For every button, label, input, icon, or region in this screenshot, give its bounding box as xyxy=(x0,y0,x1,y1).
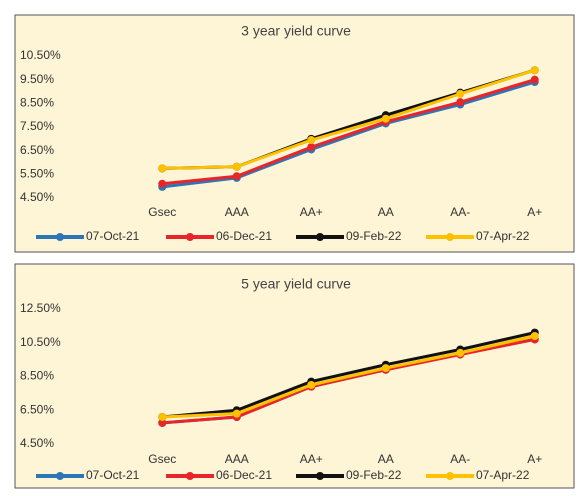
series-line xyxy=(162,331,536,419)
legend-marker xyxy=(186,233,194,241)
legend-marker xyxy=(186,472,194,480)
y-tick-label: 9.50% xyxy=(20,72,54,86)
legend-label: 06-Dec-21 xyxy=(216,468,272,482)
point xyxy=(456,348,465,357)
legend-marker xyxy=(316,472,324,480)
point xyxy=(381,364,390,373)
point xyxy=(530,75,539,84)
panel xyxy=(14,263,575,489)
x-tick-label: AAA xyxy=(225,452,249,466)
y-tick-label: 12.50% xyxy=(20,301,61,315)
y-tick-label: 7.50% xyxy=(20,119,54,133)
point xyxy=(307,143,316,152)
legend-label: 09-Feb-22 xyxy=(346,468,402,482)
y-tick-label: 6.50% xyxy=(20,402,54,416)
y-tick-label: 4.50% xyxy=(20,436,54,450)
point xyxy=(158,179,167,188)
y-tick-label: 8.50% xyxy=(20,96,54,110)
point xyxy=(456,98,465,107)
x-tick-label: AAA xyxy=(225,205,249,219)
legend-label: 06-Dec-21 xyxy=(216,229,272,243)
y-tick-label: 4.50% xyxy=(20,190,54,204)
x-tick-label: AA xyxy=(378,205,394,219)
legend-label: 07-Oct-21 xyxy=(86,468,140,482)
x-tick-label: AA- xyxy=(450,205,470,219)
point xyxy=(158,418,167,427)
legend-label: 07-Apr-22 xyxy=(476,468,530,482)
x-tick-label: AA- xyxy=(450,452,470,466)
x-tick-label: AA xyxy=(378,452,394,466)
panel xyxy=(14,14,575,253)
legend-marker xyxy=(446,233,454,241)
x-tick-label: AA+ xyxy=(300,205,323,219)
point xyxy=(456,89,465,98)
point xyxy=(158,413,167,421)
point xyxy=(530,66,539,75)
x-tick-label: AA+ xyxy=(300,452,323,466)
legend-marker xyxy=(446,472,454,480)
x-tick-label: A+ xyxy=(527,205,542,219)
chart-title: 5 year yield curve xyxy=(241,276,351,292)
series-line xyxy=(162,78,536,186)
series-line xyxy=(162,334,536,419)
point xyxy=(530,332,539,340)
point xyxy=(232,162,241,171)
chart-title: 3 year yield curve xyxy=(241,23,351,39)
legend-label: 07-Oct-21 xyxy=(86,229,140,243)
point xyxy=(158,164,167,173)
series-line xyxy=(162,80,536,189)
legend-label: 09-Feb-22 xyxy=(346,229,402,243)
y-tick-label: 8.50% xyxy=(20,369,54,383)
y-tick-label: 10.50% xyxy=(20,335,61,349)
point xyxy=(232,409,241,418)
point xyxy=(307,136,316,145)
point xyxy=(307,380,316,389)
y-tick-label: 5.50% xyxy=(20,167,54,181)
x-tick-label: Gsec xyxy=(148,452,176,466)
point xyxy=(381,114,390,123)
series-line xyxy=(162,68,536,170)
legend-marker xyxy=(316,233,324,241)
point xyxy=(232,172,241,181)
legend-marker xyxy=(56,233,64,241)
legend-marker xyxy=(56,472,64,480)
y-tick-label: 6.50% xyxy=(20,143,54,157)
series-line xyxy=(162,337,536,425)
y-tick-label: 10.50% xyxy=(20,48,61,62)
x-tick-label: A+ xyxy=(527,452,542,466)
x-tick-label: Gsec xyxy=(148,205,176,219)
legend-label: 07-Apr-22 xyxy=(476,229,530,243)
